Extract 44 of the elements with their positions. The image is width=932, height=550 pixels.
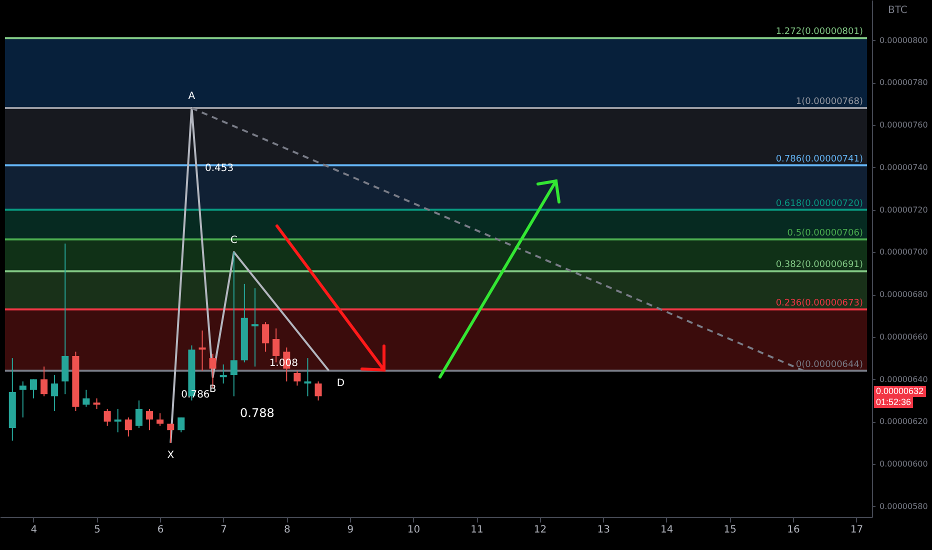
y-tick-label: 0.00000640 <box>880 374 928 384</box>
y-tick-label: 0.00000620 <box>880 417 928 426</box>
y-tick-label: 0.00000760 <box>880 120 928 130</box>
annotation: A <box>188 91 196 102</box>
text: 0.00000632 <box>874 386 926 397</box>
ref-line-label: 1.272(0.00000801) <box>776 27 863 38</box>
x-tick-label: 11 <box>470 524 484 536</box>
y-tick-label: 0.00000780 <box>880 78 928 88</box>
x-tick-label: 7 <box>220 524 228 536</box>
y-tick-label: 0.00000580 <box>880 502 928 511</box>
x-tick-label: 14 <box>660 524 674 536</box>
y-tick-label: 0.00000600 <box>880 460 928 469</box>
x-tick-label: 10 <box>407 524 420 536</box>
y-tick-label: 0.00000800 <box>880 36 928 45</box>
x-tick-label: 4 <box>30 524 38 536</box>
annotation: D <box>336 378 345 389</box>
y-tick-label: 0.00000700 <box>880 248 928 257</box>
annotation: 0.453 <box>205 162 234 174</box>
annotation: X <box>167 450 174 461</box>
ref-line-label: 0.236(0.00000673) <box>776 298 863 308</box>
y-tick-label: 0.00000720 <box>880 205 928 214</box>
x-tick-label: 5 <box>94 524 100 536</box>
ref-line-label: 0.618(0.00000720) <box>776 198 863 209</box>
annotation: B <box>209 384 216 396</box>
ref-line-label: 0.5(0.00000706) <box>787 228 863 238</box>
x-tick-label: 12 <box>534 524 547 536</box>
ref-line-label: 0.786(0.00000741) <box>776 154 863 164</box>
ref-line-label: 0(0.00000644) <box>796 360 863 370</box>
y-tick-label: 0.00000740 <box>880 162 928 172</box>
y-tick-label: 0.00000680 <box>880 290 928 300</box>
x-tick-label: 6 <box>157 524 164 536</box>
x-tick-label: 15 <box>724 524 737 536</box>
x-tick-label: 17 <box>850 524 864 536</box>
ref-line-label: 0.382(0.00000691) <box>776 260 863 270</box>
y-axis-title: BTC <box>888 5 908 16</box>
y-tick-label: 0.00000660 <box>880 332 928 342</box>
x-tick-label: 13 <box>597 524 610 536</box>
annotation: C <box>230 235 238 246</box>
annotation: 0.788 <box>240 406 274 420</box>
text: 01:52:36 <box>874 397 914 408</box>
ref-line-label: 1(0.00000768) <box>796 97 863 108</box>
x-tick-label: 16 <box>787 524 800 536</box>
x-tick-label: 9 <box>347 524 354 536</box>
x-tick-label: 8 <box>284 524 290 536</box>
